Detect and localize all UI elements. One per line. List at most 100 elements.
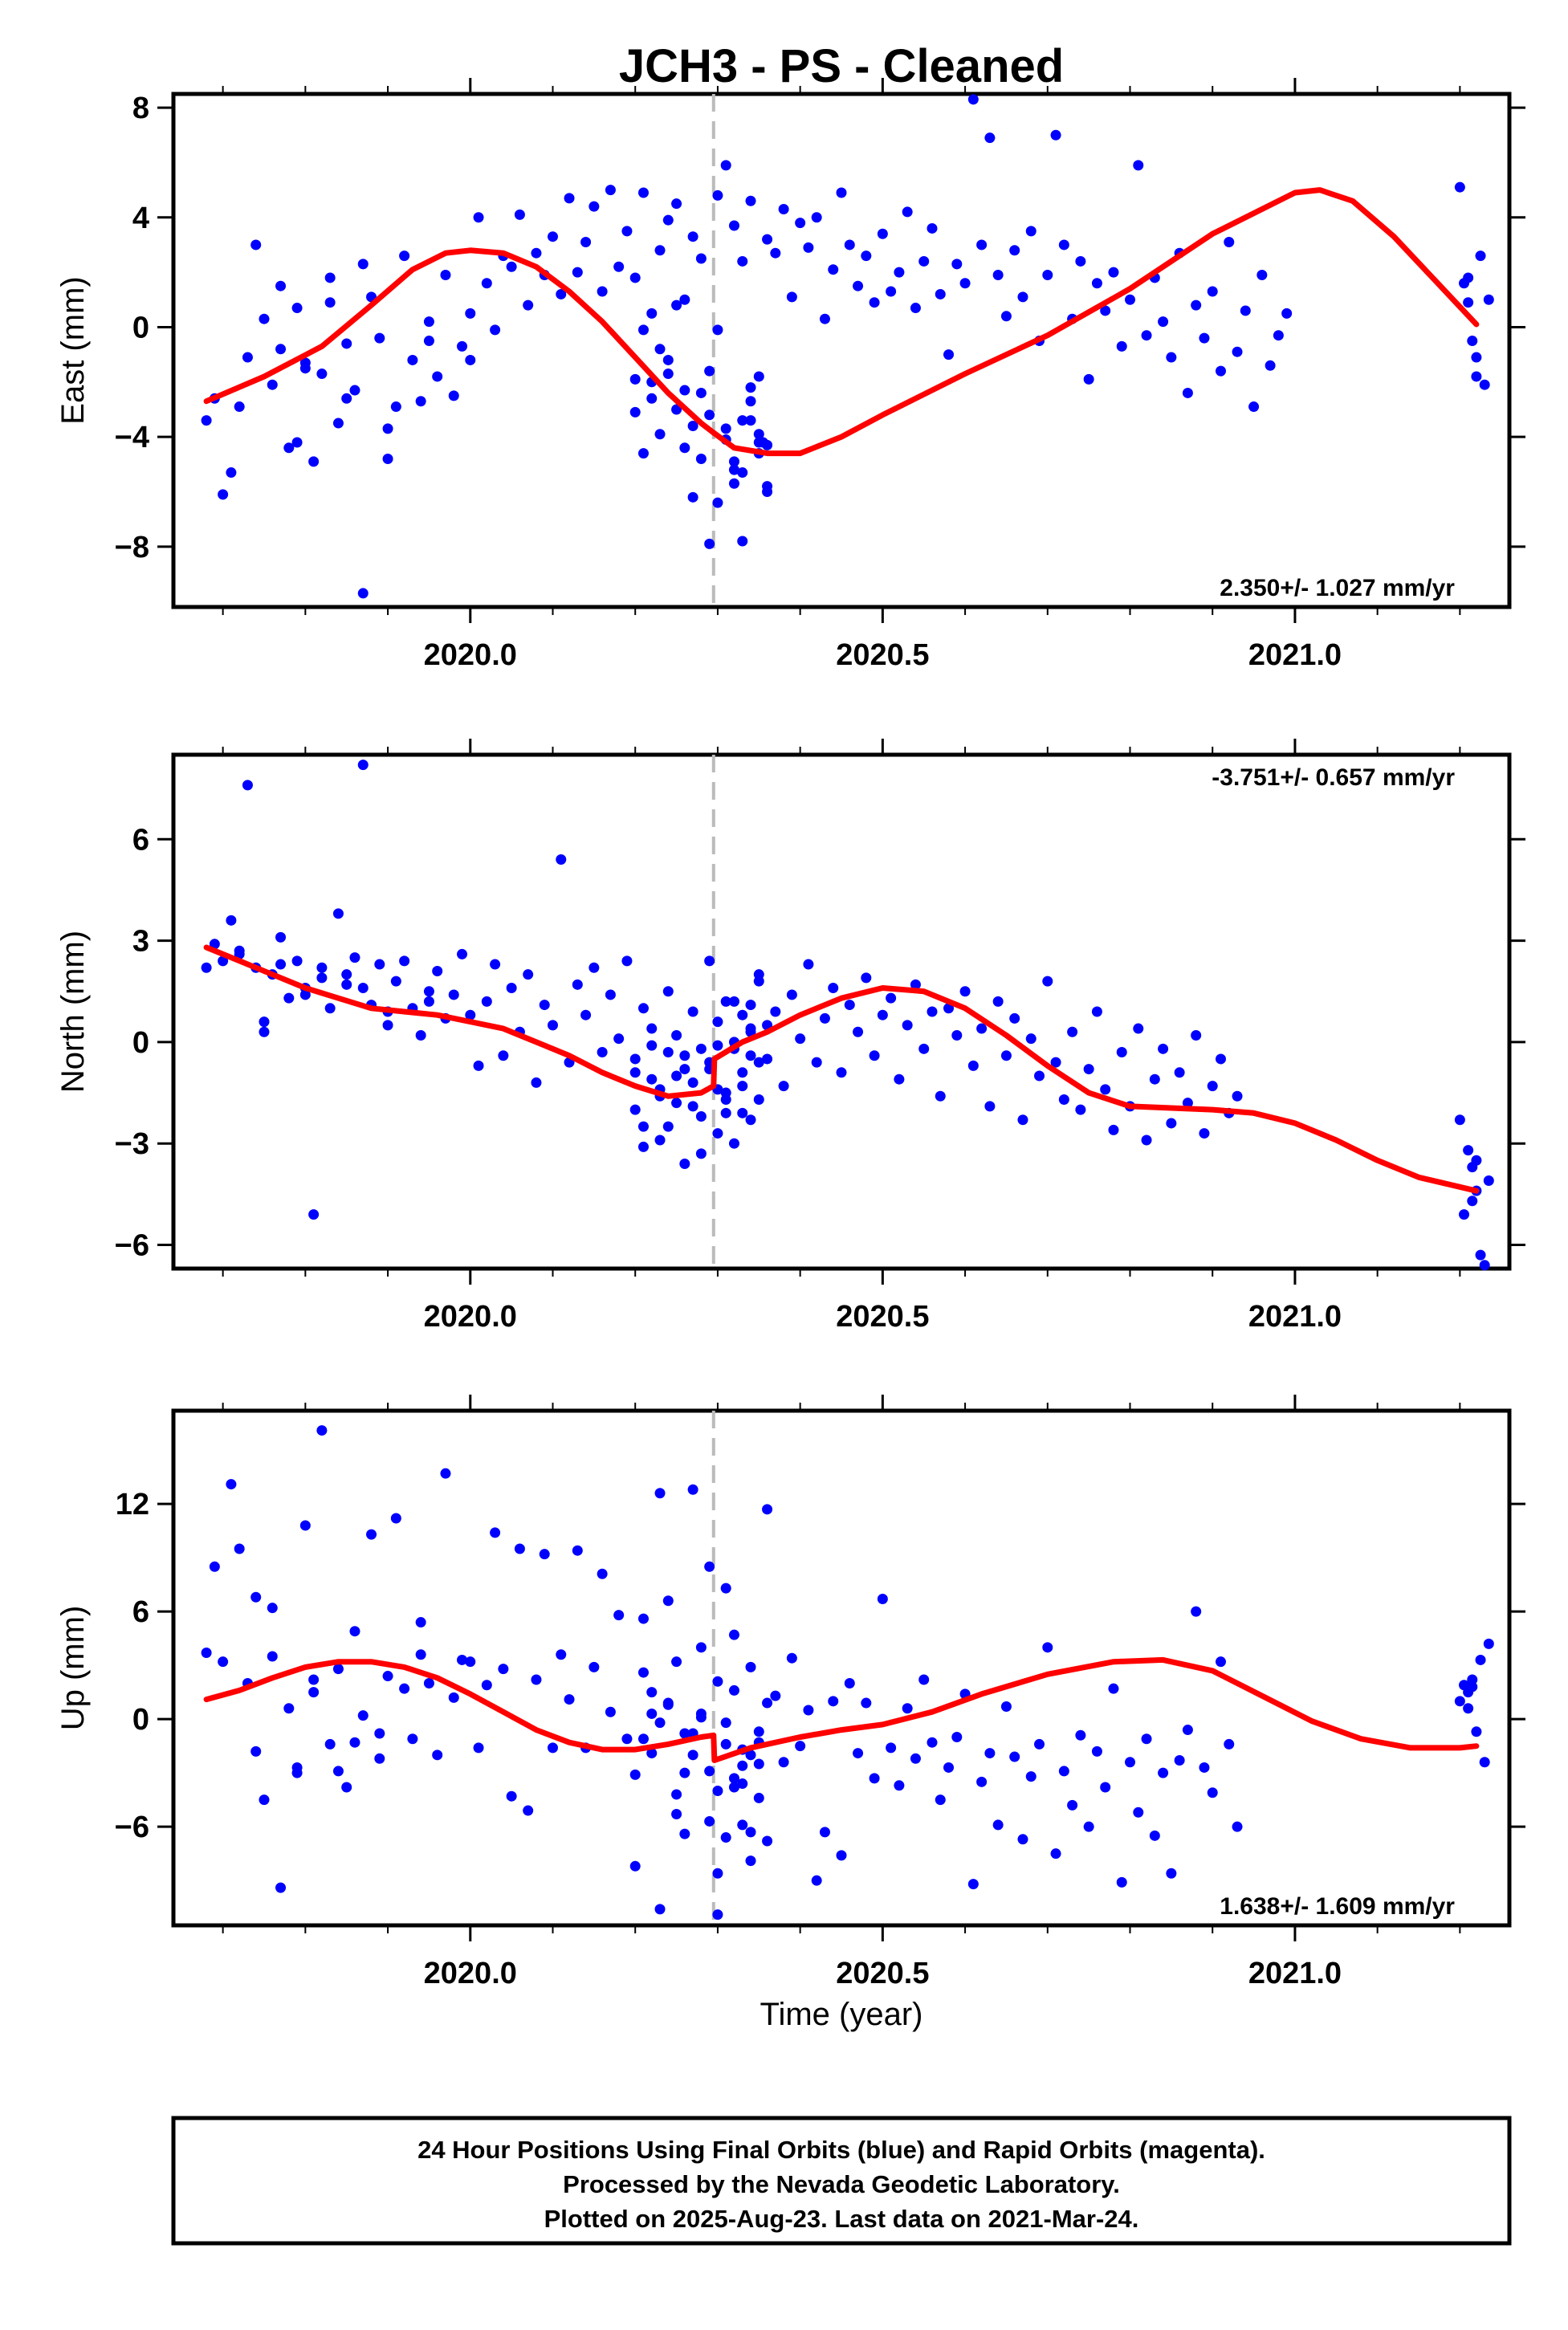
- data-point: [1050, 1057, 1061, 1068]
- data-point: [234, 1543, 245, 1554]
- data-point: [349, 385, 360, 396]
- data-point: [737, 415, 748, 426]
- data-point: [1463, 1145, 1474, 1156]
- data-point: [646, 308, 658, 319]
- data-point: [1058, 239, 1069, 251]
- data-point: [1475, 1654, 1486, 1665]
- data-point: [745, 1050, 756, 1061]
- data-point: [745, 1026, 756, 1037]
- data-point: [712, 189, 723, 201]
- data-point: [357, 983, 369, 994]
- data-point: [853, 1026, 864, 1037]
- data-point: [844, 239, 855, 251]
- footer-box: [171, 2116, 1512, 2246]
- data-point: [927, 222, 938, 234]
- data-point: [1000, 311, 1012, 322]
- data-point: [506, 983, 517, 994]
- data-point: [357, 588, 369, 599]
- data-point: [786, 291, 797, 303]
- data-point: [894, 1073, 905, 1085]
- data-point: [1475, 251, 1486, 262]
- data-point: [1166, 352, 1177, 363]
- data-point: [728, 1782, 739, 1793]
- y-tick-label: 6: [132, 823, 149, 857]
- data-point: [457, 340, 468, 352]
- data-point: [1182, 1098, 1193, 1109]
- data-point: [201, 962, 212, 973]
- data-point: [762, 1053, 773, 1065]
- data-point: [1034, 1738, 1045, 1750]
- data-point: [1248, 401, 1260, 413]
- data-point: [1017, 1834, 1028, 1845]
- data-point: [728, 1629, 739, 1640]
- data-point: [523, 969, 534, 980]
- data-point: [671, 1789, 682, 1800]
- data-point: [374, 959, 385, 970]
- data-point: [1050, 1848, 1061, 1860]
- data-point: [1232, 346, 1243, 357]
- data-point: [589, 962, 600, 973]
- data-point: [671, 1029, 682, 1041]
- data-point: [1158, 1767, 1169, 1778]
- data-point: [481, 278, 492, 289]
- data-point: [531, 1077, 542, 1088]
- data-point: [341, 1782, 352, 1793]
- data-point: [341, 338, 352, 349]
- data-point: [877, 1009, 888, 1020]
- data-point: [374, 332, 385, 344]
- data-point: [745, 382, 756, 393]
- data-point: [275, 280, 287, 291]
- data-point: [250, 1745, 262, 1757]
- data-point: [621, 955, 633, 967]
- data-point: [695, 1708, 707, 1719]
- data-point: [572, 1545, 583, 1556]
- data-point: [869, 1773, 880, 1784]
- data-point: [654, 1134, 666, 1146]
- data-point: [506, 261, 517, 272]
- data-point: [704, 538, 715, 549]
- data-point: [250, 239, 262, 251]
- data-point: [275, 1882, 287, 1893]
- data-point: [687, 1484, 698, 1495]
- data-point: [1463, 297, 1474, 308]
- data-point: [720, 1107, 731, 1118]
- data-point: [918, 1674, 930, 1685]
- data-point: [259, 1794, 270, 1806]
- data-point: [324, 1738, 336, 1750]
- data-point: [637, 448, 649, 459]
- data-point: [259, 313, 270, 324]
- data-point: [1471, 371, 1482, 382]
- data-point: [523, 299, 534, 311]
- y-tick-label: 0: [132, 1026, 149, 1060]
- y-tick-label: 12: [116, 1488, 149, 1521]
- data-point: [728, 456, 739, 467]
- data-point: [1017, 1114, 1028, 1126]
- data-point: [646, 393, 658, 404]
- data-point: [918, 255, 930, 267]
- data-point: [423, 1677, 434, 1688]
- data-point: [720, 1717, 731, 1729]
- data-point: [415, 1617, 426, 1628]
- data-point: [613, 261, 625, 272]
- data-point: [349, 1626, 360, 1637]
- data-point: [621, 226, 633, 237]
- data-point: [605, 185, 616, 196]
- data-point: [712, 1040, 723, 1051]
- data-point: [902, 206, 913, 218]
- data-point: [853, 280, 864, 291]
- data-point: [490, 959, 501, 970]
- data-point: [1091, 278, 1102, 289]
- data-point: [671, 404, 682, 415]
- data-point: [704, 409, 715, 421]
- model-fit-line: [203, 187, 1480, 457]
- data-point: [836, 187, 847, 198]
- data-point: [250, 1591, 262, 1603]
- data-point: [844, 1000, 855, 1011]
- data-point: [523, 1805, 534, 1816]
- data-point: [1215, 1656, 1226, 1668]
- data-point: [737, 255, 748, 267]
- data-point: [283, 1703, 295, 1714]
- x-tick-label: 2020.5: [836, 638, 929, 672]
- data-point: [795, 1741, 806, 1752]
- data-point: [770, 247, 781, 259]
